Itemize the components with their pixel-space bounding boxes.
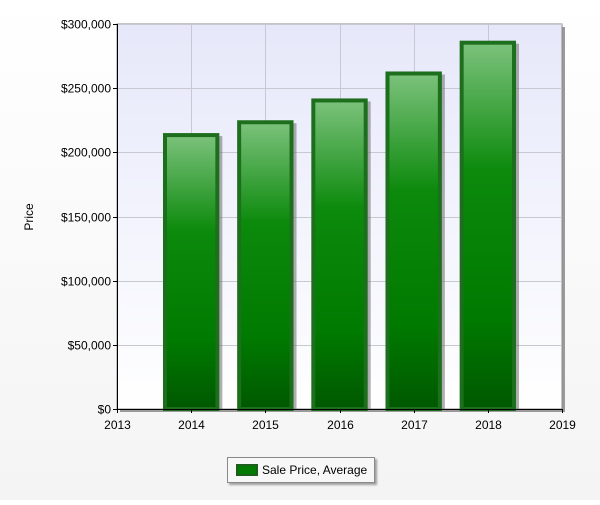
y-tick-label: $150,000 [61,211,111,225]
x-tick-label: 2019 [549,418,576,432]
bar [385,71,442,411]
y-tick-label: $200,000 [61,146,111,160]
y-tick-label: $250,000 [61,82,111,96]
legend-swatch [236,464,258,476]
bar [311,98,368,412]
legend: Sale Price, Average [227,457,375,483]
x-tick-label: 2014 [178,418,205,432]
y-tick-label: $300,000 [61,18,111,32]
bar [459,40,517,412]
x-tick-label: 2015 [252,418,279,432]
bars [162,40,520,412]
bar [237,120,294,411]
x-tick-label: 2016 [327,418,354,432]
legend-label: Sale Price, Average [262,463,368,477]
y-tick-label: $50,000 [68,339,112,353]
x-tick-label: 2018 [475,418,502,432]
y-axis-label: Price [22,203,36,231]
bar [162,133,220,411]
y-tick-label: $100,000 [61,275,111,289]
y-tick-labels: $0 $50,000 $100,000 $150,000 $200,000 $250,00… [61,18,117,417]
x-tick-label: 2017 [401,418,428,432]
x-tick-labels: 2013 2014 2015 2016 2017 2018 2019 [104,409,576,432]
x-tick-label: 2013 [104,418,131,432]
y-tick-label: $0 [98,403,112,417]
